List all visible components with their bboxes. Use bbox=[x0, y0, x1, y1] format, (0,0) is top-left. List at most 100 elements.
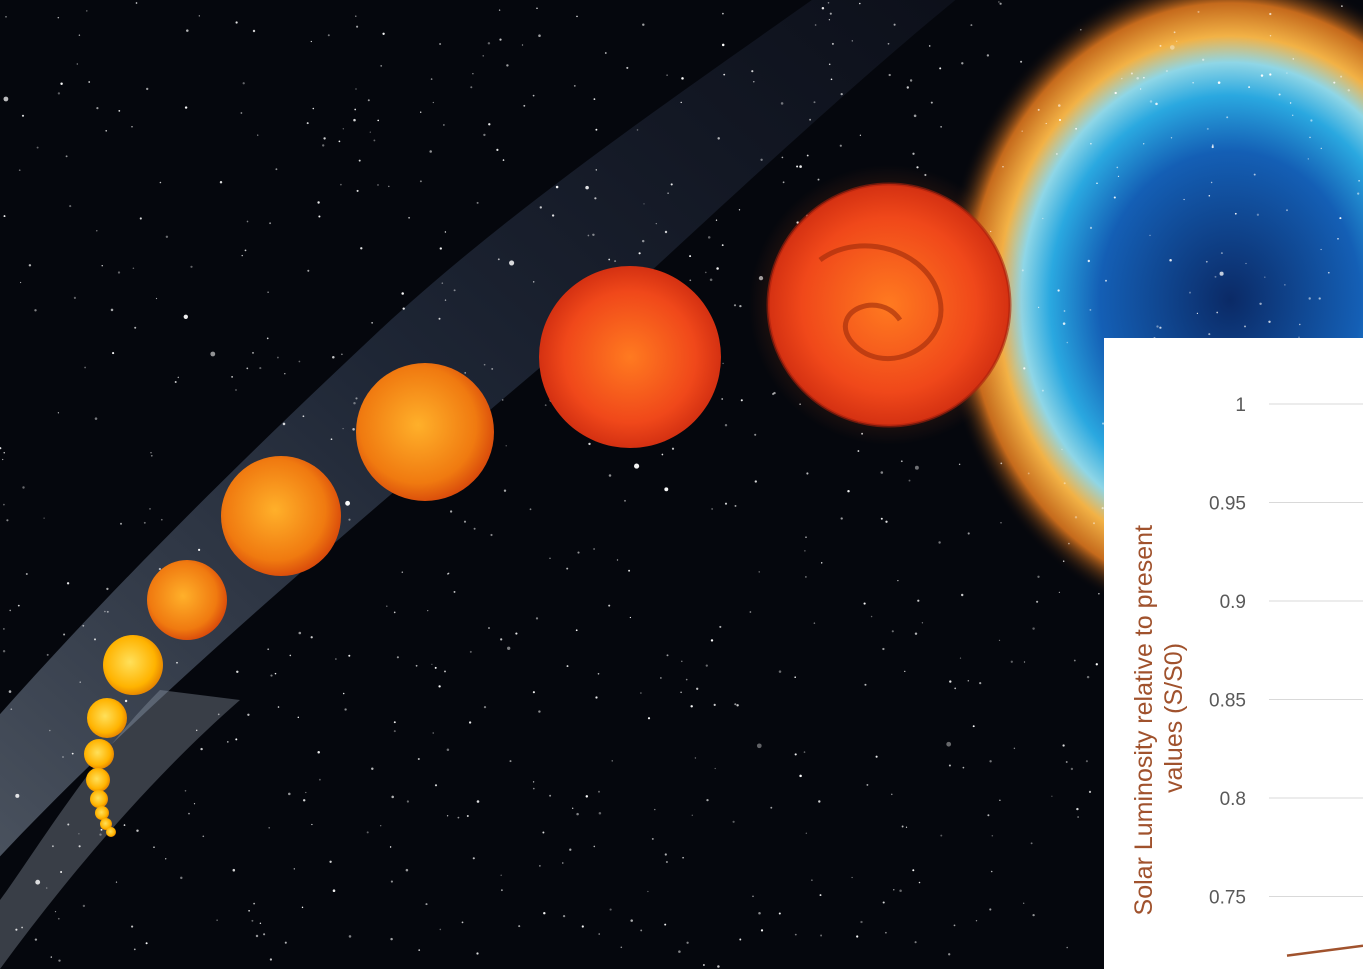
star bbox=[439, 928, 442, 931]
star bbox=[1136, 77, 1139, 80]
star bbox=[298, 631, 302, 635]
star bbox=[651, 837, 654, 840]
star bbox=[551, 214, 555, 217]
star bbox=[1116, 166, 1119, 169]
star bbox=[252, 351, 254, 354]
star bbox=[322, 144, 325, 147]
star bbox=[63, 633, 66, 636]
star bbox=[771, 392, 775, 396]
star bbox=[1130, 72, 1133, 75]
star bbox=[535, 617, 539, 620]
star bbox=[51, 845, 54, 848]
star bbox=[734, 703, 737, 706]
star bbox=[17, 604, 20, 607]
star bbox=[35, 879, 41, 885]
star bbox=[572, 807, 574, 809]
star bbox=[549, 557, 551, 559]
star bbox=[722, 362, 724, 365]
star bbox=[210, 351, 216, 357]
star bbox=[443, 124, 445, 126]
star bbox=[425, 903, 428, 906]
star bbox=[466, 815, 469, 817]
star bbox=[857, 450, 860, 452]
star bbox=[539, 206, 542, 209]
star bbox=[870, 615, 873, 618]
star bbox=[447, 573, 449, 575]
star bbox=[905, 826, 908, 828]
star bbox=[1307, 158, 1309, 160]
star bbox=[809, 118, 812, 121]
sun-stage-3 bbox=[147, 560, 227, 640]
star bbox=[1057, 289, 1060, 292]
star bbox=[620, 946, 623, 949]
star bbox=[828, 19, 831, 21]
star bbox=[543, 911, 546, 915]
star bbox=[1269, 12, 1272, 16]
star bbox=[449, 510, 453, 513]
star bbox=[1226, 116, 1229, 119]
star bbox=[696, 687, 699, 690]
star bbox=[78, 833, 80, 835]
star bbox=[1095, 663, 1098, 666]
star bbox=[1165, 69, 1169, 73]
star bbox=[1208, 333, 1211, 336]
star bbox=[86, 10, 88, 12]
star bbox=[914, 632, 918, 635]
star bbox=[573, 84, 576, 87]
star bbox=[749, 611, 752, 613]
star bbox=[1089, 226, 1093, 229]
star bbox=[1139, 88, 1142, 90]
star bbox=[893, 889, 895, 891]
star bbox=[57, 412, 60, 414]
star bbox=[464, 372, 467, 374]
star bbox=[756, 743, 762, 749]
star bbox=[310, 40, 312, 43]
star bbox=[562, 914, 566, 918]
star bbox=[1210, 181, 1213, 184]
star bbox=[259, 922, 262, 925]
star bbox=[1032, 627, 1035, 630]
star bbox=[216, 919, 218, 921]
star bbox=[393, 611, 396, 614]
star bbox=[863, 602, 866, 605]
star bbox=[917, 599, 920, 602]
star bbox=[472, 73, 474, 75]
star bbox=[1020, 60, 1023, 63]
star bbox=[1036, 600, 1039, 603]
star bbox=[760, 158, 763, 161]
star bbox=[358, 159, 361, 162]
star bbox=[9, 609, 11, 612]
star bbox=[369, 131, 371, 133]
star bbox=[352, 428, 355, 431]
star bbox=[446, 748, 450, 752]
star bbox=[244, 249, 247, 252]
star bbox=[251, 919, 254, 922]
star bbox=[817, 178, 820, 181]
star bbox=[594, 197, 597, 200]
y-tick-label: 0.75 bbox=[1209, 888, 1246, 909]
star bbox=[438, 317, 441, 320]
star bbox=[386, 605, 388, 607]
star bbox=[539, 865, 541, 867]
star bbox=[1058, 118, 1062, 122]
star bbox=[840, 517, 843, 520]
star bbox=[110, 308, 114, 312]
star bbox=[236, 670, 239, 674]
star bbox=[538, 710, 541, 713]
star bbox=[176, 661, 178, 664]
star bbox=[882, 901, 885, 904]
star bbox=[132, 267, 135, 270]
star bbox=[301, 906, 304, 909]
star bbox=[1169, 45, 1175, 50]
sun-stage-4 bbox=[221, 456, 341, 576]
star bbox=[10, 708, 13, 711]
star bbox=[255, 934, 259, 938]
star bbox=[377, 119, 380, 122]
star bbox=[680, 101, 682, 104]
star bbox=[408, 216, 411, 219]
star bbox=[569, 848, 572, 851]
star bbox=[186, 29, 189, 32]
star bbox=[139, 217, 142, 220]
star bbox=[1149, 234, 1151, 237]
star bbox=[431, 663, 433, 666]
